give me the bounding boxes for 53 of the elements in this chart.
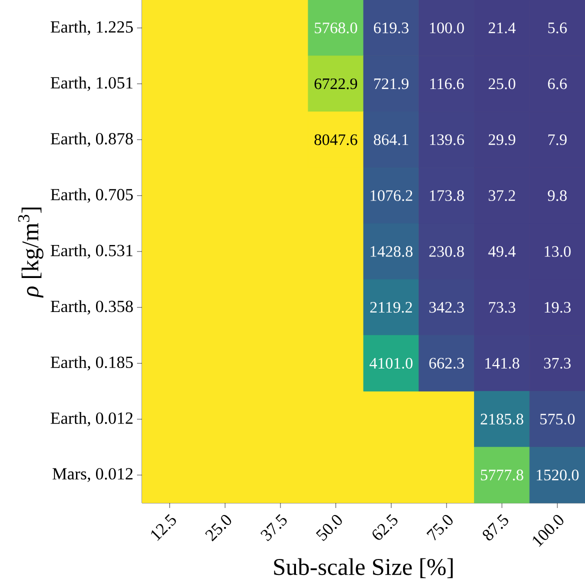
data-label: 1520.0: [536, 470, 579, 480]
x-tick-label: 37.5: [260, 514, 287, 542]
data-label: 7.9: [548, 134, 567, 146]
y-tick-label: Earth, 1.051: [50, 76, 132, 92]
data-label: 342.3: [429, 302, 464, 313]
data-label: 29.9: [488, 134, 516, 146]
x-tick-label: 75.0: [426, 515, 453, 541]
data-label: 173.8: [430, 190, 464, 202]
x-tick-label: 62.5: [372, 514, 398, 540]
y-tick-label: Earth, 0.531: [50, 244, 132, 259]
data-label: 864.1: [374, 134, 408, 146]
y-axis-title: ρ [kg/m$^{3}$]: [18, 208, 44, 298]
data-label: 1428.8: [370, 246, 412, 257]
data-label: 1076.2: [370, 190, 412, 202]
data-label: 100.0: [430, 22, 464, 34]
data-label: 37.2: [488, 190, 516, 201]
x-tick-label: 25.0: [205, 515, 232, 542]
data-label: 5777.8: [480, 470, 524, 480]
data-label: 21.4: [488, 22, 516, 34]
data-label: 2185.8: [480, 414, 524, 425]
y-tick-label: Earth, 0.185: [50, 356, 133, 370]
data-label: 141.8: [485, 358, 520, 369]
data-label: 13.0: [544, 246, 571, 257]
data-label: 5.6: [548, 22, 567, 34]
data-label: 37.3: [544, 358, 571, 369]
data-label: 9.8: [548, 190, 567, 202]
data-label: 6722.9: [314, 78, 358, 90]
y-tick-label: Earth, 0.705: [50, 188, 133, 203]
data-label: 5768.0: [314, 22, 358, 34]
y-tick-label: Mars, 0.012: [52, 468, 133, 482]
data-label: 2119.2: [370, 302, 412, 313]
y-tick-label: Earth, 0.358: [50, 300, 133, 315]
y-tick-label: Earth, 1.225: [50, 20, 133, 36]
data-label: 575.0: [540, 414, 575, 425]
data-label: 4101.0: [370, 358, 412, 369]
data-label: 139.6: [430, 134, 464, 146]
data-label: 6.6: [548, 78, 567, 90]
data-label: 73.3: [489, 302, 516, 313]
data-label: 662.3: [429, 358, 464, 369]
y-tick-label: Earth, 0.012: [50, 412, 133, 426]
x-axis-title: Sub-scale Size [%]: [274, 558, 453, 578]
data-label: 25.0: [488, 78, 516, 90]
data-label: 116.6: [430, 78, 464, 90]
x-tick-label: 50.0: [316, 515, 342, 542]
data-label: 8047.6: [314, 134, 358, 146]
data-label: 19.3: [544, 302, 571, 313]
data-label: 230.8: [429, 246, 464, 257]
x-tick-label: 87.5: [482, 514, 508, 540]
y-tick-label: Earth, 0.878: [50, 132, 133, 147]
data-label: 619.3: [374, 22, 408, 34]
x-tick-label: 12.5: [151, 514, 176, 541]
data-label: 49.4: [488, 246, 516, 257]
data-label: 721.9: [374, 78, 408, 90]
